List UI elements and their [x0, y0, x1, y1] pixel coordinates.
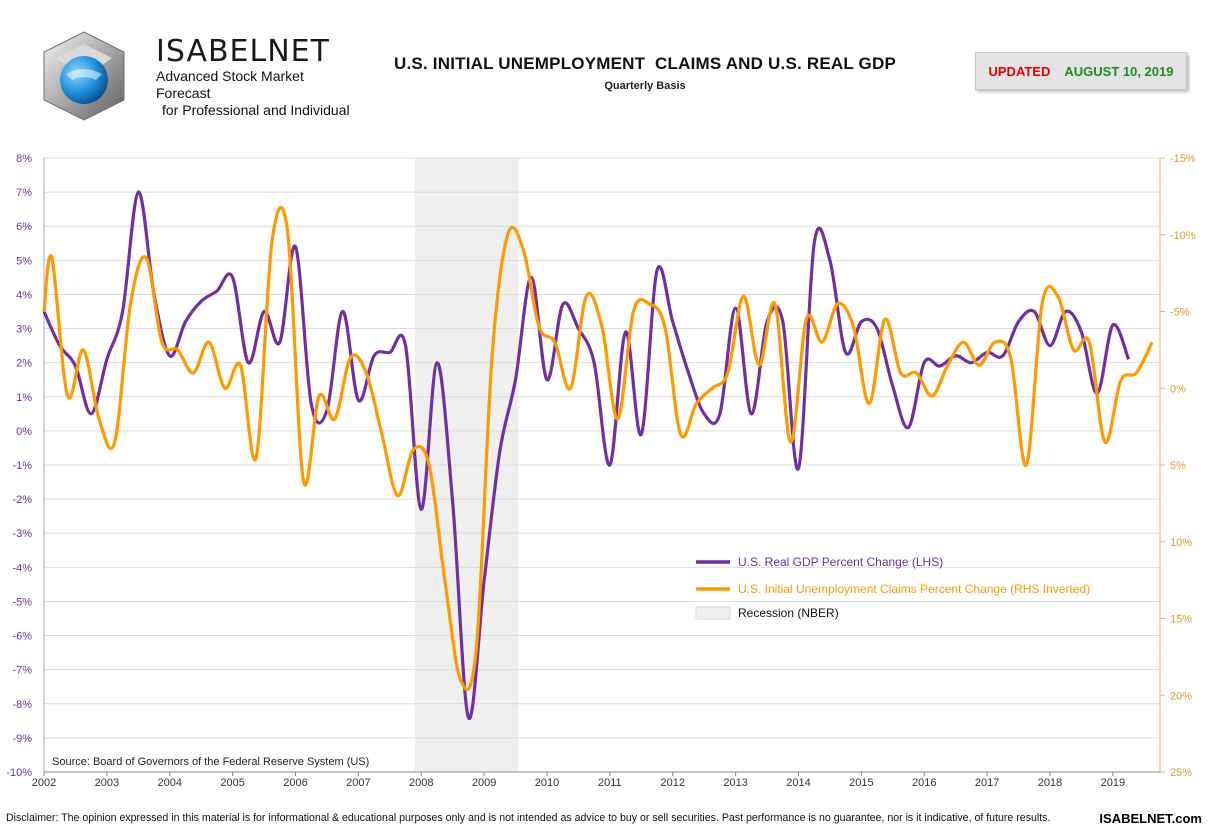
brand-tagline-2: for Professional and Individual [162, 102, 350, 118]
y-left-tick-label: -5% [12, 596, 32, 608]
x-tick-label: 2011 [598, 777, 622, 789]
y-left-tick-label: -8% [12, 699, 32, 711]
updated-label: UPDATED [988, 63, 1051, 79]
x-tick-label: 2017 [975, 777, 999, 789]
y-left-tick-label: -3% [12, 528, 32, 540]
y-left-tick-label: 0% [16, 426, 32, 438]
chart-subtitle: Quarterly Basis [604, 80, 686, 92]
updated-badge: UPDATED AUGUST 10, 2019 [975, 52, 1187, 90]
chart-title-block: U.S. INITIAL UNEMPLOYMENT CLAIMS AND U.S… [360, 54, 930, 92]
y-left-tick-label: 1% [16, 392, 32, 404]
y-left-tick-label: -4% [12, 562, 32, 574]
x-tick-label: 2004 [158, 777, 182, 789]
brand: ISABELNET Advanced Stock Market Forecast… [156, 36, 356, 119]
x-tick-label: 2019 [1101, 777, 1125, 789]
site-link[interactable]: ISABELNET.com [1099, 811, 1202, 826]
y-right-tick-label: 25% [1170, 767, 1192, 779]
y-right-tick-label: 0% [1170, 383, 1186, 395]
y-left-tick-label: -6% [12, 631, 32, 643]
y-left-tick-label: 6% [16, 221, 32, 233]
y-left-tick-label: -9% [12, 733, 32, 745]
y-left-tick-label: 3% [16, 324, 32, 336]
series-layer [42, 190, 1154, 721]
y-right-tick-label: -15% [1170, 153, 1196, 165]
x-tick-label: 2014 [786, 777, 810, 789]
x-tick-label: 2015 [849, 777, 873, 789]
y-left-tick-label: 4% [16, 289, 32, 301]
series-line-gdp [42, 190, 1131, 721]
y-left-tick-label: -10% [6, 767, 32, 779]
x-tick-label: 2005 [220, 777, 244, 789]
y-left-tick-label: 8% [16, 153, 32, 165]
y-right-tick-label: 15% [1170, 614, 1192, 626]
y-right-tick-label: -10% [1170, 230, 1196, 242]
axes: 8% 7% 6% 5% 4% 3% 2% 1% 0% -1% -2% -3% -4% -5% -6% -7% -… [6, 153, 1196, 789]
legend: U.S. Real GDP Percent Change (LHS) U.S. I… [695, 555, 1090, 620]
chart-area: 8% 7% 6% 5% 4% 3% 2% 1% 0% -1% -2% -3% -4% -5% -6% -7% -… [6, 153, 1196, 789]
isabelnet-logo-icon [43, 31, 125, 121]
y-left-tick-label: -1% [12, 460, 32, 472]
legend-label-gdp: U.S. Real GDP Percent Change (LHS) [738, 555, 943, 569]
x-tick-label: 2006 [283, 777, 307, 789]
x-tick-label: 2008 [409, 777, 433, 789]
y-left-tick-label: 2% [16, 358, 32, 370]
x-tick-label: 2012 [660, 777, 684, 789]
legend-swatch-recession [695, 606, 731, 620]
footer: Disclaimer: The opinion expressed in thi… [6, 811, 1206, 827]
x-tick-label: 2013 [723, 777, 747, 789]
x-tick-label: 2009 [472, 777, 496, 789]
legend-label-recession: Recession (NBER) [738, 606, 839, 620]
disclaimer: Disclaimer: The opinion expressed in thi… [6, 812, 1051, 824]
updated-date: AUGUST 10, 2019 [1064, 63, 1174, 79]
header: ISABELNET Advanced Stock Market Forecast… [0, 0, 1209, 130]
x-tick-label: 2007 [346, 777, 370, 789]
y-left-tick-label: 7% [16, 187, 32, 199]
y-left-tick-label: -7% [12, 665, 32, 677]
brand-name: ISABELNET [156, 34, 330, 69]
y-right-tick-label: -5% [1170, 307, 1190, 319]
x-tick-label: 2018 [1038, 777, 1062, 789]
y-left-tick-label: 5% [16, 255, 32, 267]
source-note: Source: Board of Governors of the Federa… [52, 756, 369, 768]
x-tick-label: 2010 [535, 777, 559, 789]
x-tick-label: 2003 [95, 777, 119, 789]
chart-title: U.S. INITIAL UNEMPLOYMENT CLAIMS AND U.S… [394, 54, 896, 73]
legend-label-claims: U.S. Initial Unemployment Claims Percent… [738, 582, 1090, 596]
y-right-tick-label: 5% [1170, 460, 1186, 472]
series-line-claims [42, 205, 1154, 692]
y-right-tick-label: 10% [1170, 537, 1192, 549]
brand-tagline-1: Advanced Stock Market Forecast [156, 68, 304, 101]
y-right-tick-label: 20% [1170, 690, 1192, 702]
y-left-tick-label: -2% [12, 494, 32, 506]
gridlines [44, 157, 1160, 773]
x-tick-label: 2002 [32, 777, 56, 789]
x-tick-label: 2016 [912, 777, 936, 789]
